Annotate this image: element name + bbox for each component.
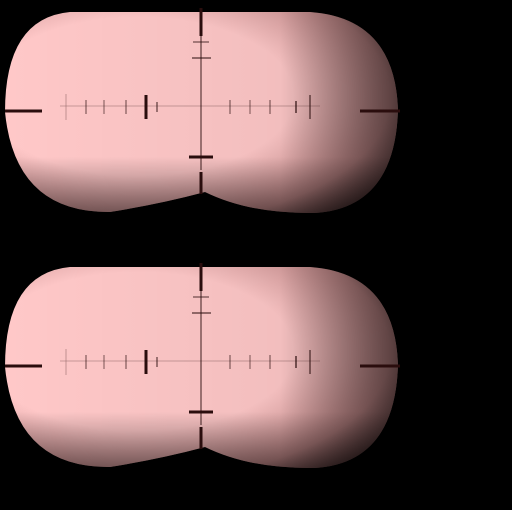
- reticle-bottom: [5, 263, 400, 449]
- scope-view-bottom: [5, 263, 400, 469]
- lens-shade-bottom-top: [5, 12, 398, 214]
- reticle-top: [5, 8, 400, 194]
- scope-view-top: [5, 8, 400, 214]
- lens-shade-bottom-bottom: [5, 267, 398, 469]
- windage-ticks: [65, 349, 311, 375]
- windage-ticks: [65, 94, 311, 120]
